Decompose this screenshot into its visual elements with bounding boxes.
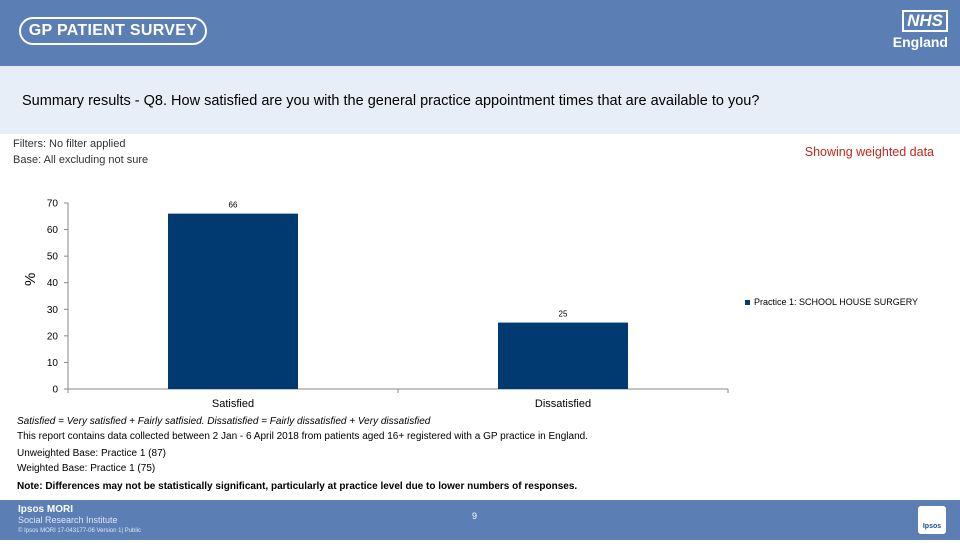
base-text: Base: All excluding not sure	[13, 154, 149, 166]
ipsos-mori-label: Ipsos MORI	[18, 504, 74, 515]
bar-satisfied	[168, 213, 298, 389]
page-title: Summary results - Q8. How satisfied are …	[22, 93, 760, 109]
gp-patient-survey-logo: GP PATIENT SURVEY	[19, 17, 207, 45]
significance-note: Note: Differences may not be statistical…	[17, 481, 578, 492]
data-label: 25	[559, 310, 568, 319]
nhs-logo-mark: NHS	[902, 10, 948, 32]
title-band	[0, 66, 960, 134]
footer-bar	[0, 500, 960, 540]
copyright-text: © Ipsos MORI 17-043177-06 Version 1| Pub…	[18, 528, 142, 534]
definition-note: Satisfied = Very satisfied + Fairly satf…	[17, 416, 431, 427]
y-tick-label: 30	[47, 305, 59, 316]
y-tick-label: 20	[47, 331, 59, 342]
y-tick-label: 60	[47, 225, 59, 236]
y-tick-label: 40	[47, 278, 59, 289]
social-research-label: Social Research Institute	[18, 515, 118, 525]
category-label: Satisfied	[212, 398, 254, 410]
y-tick-label: 0	[52, 385, 58, 396]
category-label: Dissatisfied	[535, 398, 591, 410]
data-label: 66	[229, 201, 238, 210]
weighted-base: Weighted Base: Practice 1 (75)	[17, 463, 156, 474]
bar-dissatisfied	[498, 322, 628, 389]
y-tick-label: 50	[47, 252, 59, 263]
page-number: 9	[472, 511, 478, 521]
header-bar	[0, 0, 960, 66]
nhs-logo-subtitle: England	[892, 34, 948, 50]
nhs-england-logo: NHS England	[888, 10, 948, 50]
collection-note: This report contains data collected betw…	[17, 431, 588, 442]
weighted-data-label: Showing weighted data	[804, 145, 934, 159]
legend-label: Practice 1: SCHOOL HOUSE SURGERY	[754, 297, 919, 307]
filters-text: Filters: No filter applied	[13, 138, 126, 150]
legend-swatch	[745, 300, 750, 306]
chart-legend: Practice 1: SCHOOL HOUSE SURGERY	[745, 297, 918, 307]
y-tick-label: 70	[47, 199, 59, 210]
bar-chart: 0 10 20 30 40 50 60 70 66 Satisfied 25 Dissatisfied	[47, 199, 729, 410]
ipsos-logo-badge: Ipsos	[918, 506, 946, 534]
y-tick-label: 10	[47, 358, 59, 369]
unweighted-base: Unweighted Base: Practice 1 (87)	[17, 448, 166, 459]
